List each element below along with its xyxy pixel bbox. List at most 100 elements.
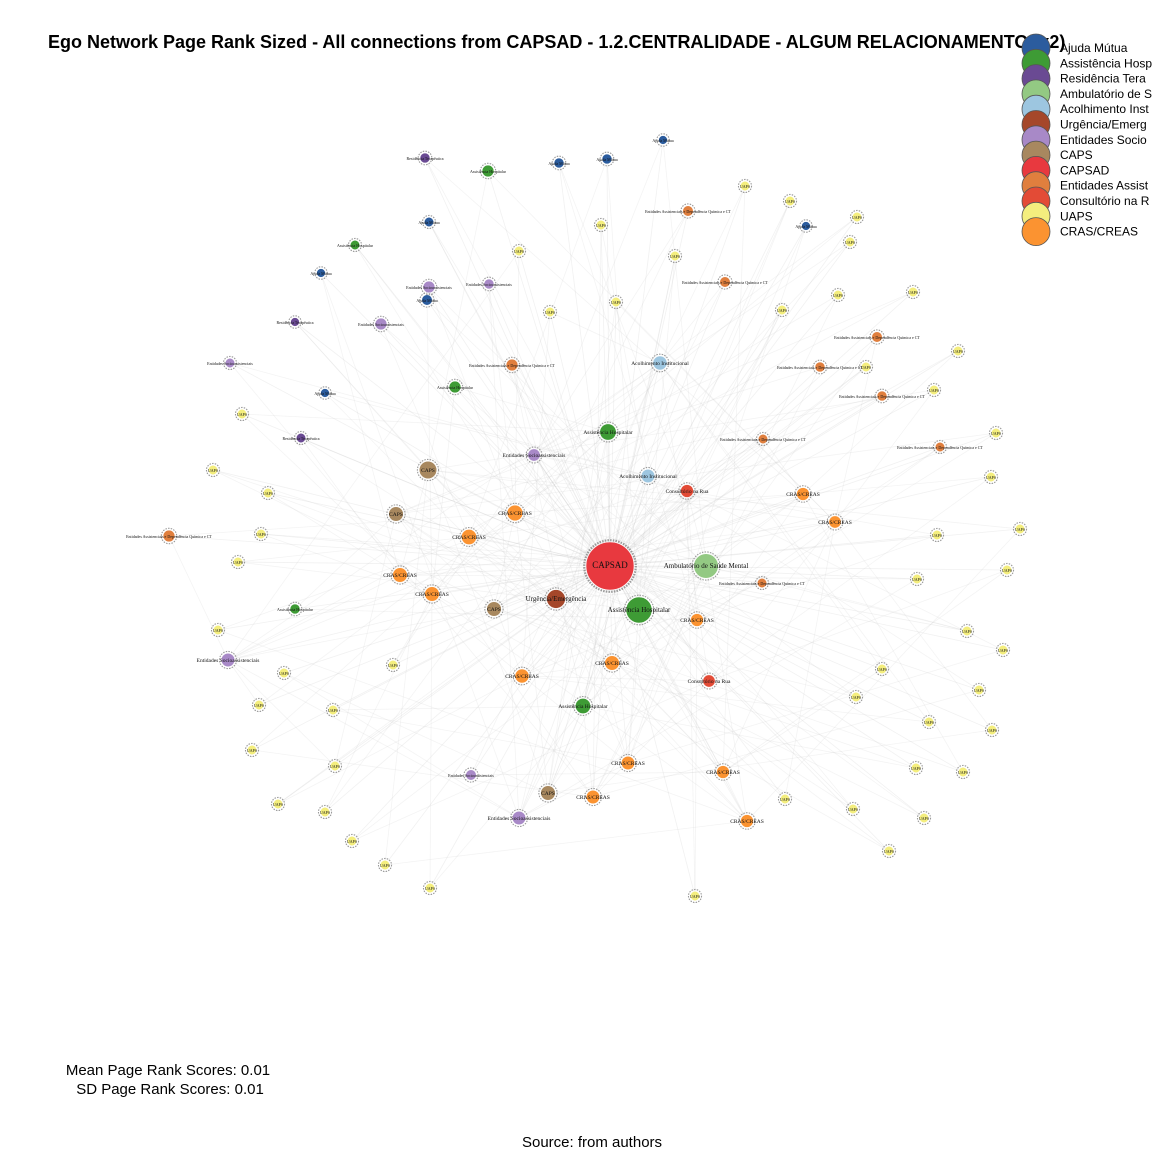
node-111[interactable]: UAPS: [687, 888, 703, 904]
node-93[interactable]: UAPS: [251, 697, 267, 713]
node-9[interactable]: Consultório na Rua: [688, 672, 731, 690]
node-64[interactable]: UAPS: [511, 243, 527, 259]
node-1[interactable]: Ambulatório de Saúde Mental: [664, 551, 749, 581]
node-2[interactable]: Assistência Hospitalar: [608, 594, 671, 626]
node-91[interactable]: UAPS: [276, 665, 292, 681]
node-55[interactable]: Ajuda Mútua: [418, 214, 440, 230]
node-35[interactable]: Entidades Assistenciais e Dependência Qu…: [126, 527, 212, 545]
node-51[interactable]: Residência Terapêutica: [276, 315, 314, 329]
node-89[interactable]: UAPS: [385, 657, 401, 673]
node-47[interactable]: Assistência Hospitalar: [277, 601, 314, 617]
node-99[interactable]: UAPS: [327, 758, 343, 774]
node-102[interactable]: UAPS: [270, 796, 286, 812]
node-75[interactable]: UAPS: [234, 406, 250, 422]
node-100[interactable]: UAPS: [908, 760, 924, 776]
node-98[interactable]: UAPS: [244, 742, 260, 758]
node-101[interactable]: UAPS: [955, 764, 971, 780]
node-104[interactable]: UAPS: [317, 804, 333, 820]
node-30[interactable]: Entidades Socioassistenciais: [488, 808, 551, 828]
node-27[interactable]: Entidades Socioassistenciais: [197, 650, 260, 670]
node-45[interactable]: Assistência Hospitalar: [470, 162, 507, 180]
node-90[interactable]: UAPS: [874, 661, 890, 677]
node-73[interactable]: UAPS: [858, 359, 874, 375]
node-48[interactable]: Assistência Hospitalar: [337, 237, 374, 253]
node-46[interactable]: Assistência Hospitalar: [437, 378, 474, 396]
node-66[interactable]: UAPS: [842, 234, 858, 250]
node-53[interactable]: Ajuda Mútua: [548, 155, 570, 171]
node-85[interactable]: UAPS: [909, 571, 925, 587]
node-36[interactable]: Entidades Assistenciais e Dependência Qu…: [469, 356, 555, 374]
node-40[interactable]: Entidades Assistenciais e Dependência Qu…: [777, 359, 863, 375]
node-60[interactable]: UAPS: [849, 209, 865, 225]
node-6[interactable]: Acolhimento Institucional: [631, 353, 689, 373]
node-3[interactable]: Urgência/Emergência: [526, 587, 588, 611]
node-15[interactable]: CRAS/CREAS: [452, 527, 486, 547]
node-20[interactable]: CRAS/CREAS: [576, 787, 610, 807]
node-74[interactable]: UAPS: [926, 382, 942, 398]
node-96[interactable]: UAPS: [921, 714, 937, 730]
node-29[interactable]: Entidades Socioassistenciais: [406, 278, 452, 296]
node-95[interactable]: UAPS: [848, 689, 864, 705]
node-88[interactable]: UAPS: [995, 642, 1011, 658]
node-13[interactable]: CAPS: [538, 783, 558, 803]
node-8[interactable]: Consultório na Rua: [666, 482, 709, 500]
node-14[interactable]: CRAS/CREAS: [498, 502, 532, 524]
node-37[interactable]: Entidades Assistenciais e Dependência Qu…: [645, 203, 731, 219]
node-83[interactable]: UAPS: [230, 554, 246, 570]
node-0[interactable]: CAPSAD: [583, 539, 637, 593]
node-61[interactable]: UAPS: [737, 178, 753, 194]
node-109[interactable]: UAPS: [377, 857, 393, 873]
node-80[interactable]: UAPS: [1012, 521, 1028, 537]
node-57[interactable]: Ajuda Mútua: [314, 386, 336, 400]
node-62[interactable]: UAPS: [782, 193, 798, 209]
node-32[interactable]: Entidades Socioassistenciais: [448, 767, 494, 783]
node-23[interactable]: CRAS/CREAS: [730, 812, 764, 830]
node-71[interactable]: UAPS: [774, 302, 790, 318]
node-11[interactable]: CAPS: [386, 504, 406, 524]
node-82[interactable]: UAPS: [929, 527, 945, 543]
node-69[interactable]: UAPS: [830, 287, 846, 303]
node-18[interactable]: CRAS/CREAS: [595, 653, 629, 673]
node-24[interactable]: CRAS/CREAS: [680, 611, 714, 629]
node-43[interactable]: Entidades Assistenciais e Dependência Qu…: [720, 431, 806, 447]
node-108[interactable]: UAPS: [881, 843, 897, 859]
node-19[interactable]: CRAS/CREAS: [505, 666, 539, 686]
node-12[interactable]: CAPS: [484, 599, 504, 619]
node-65[interactable]: UAPS: [667, 248, 683, 264]
node-72[interactable]: UAPS: [950, 343, 966, 359]
node-106[interactable]: UAPS: [916, 810, 932, 826]
node-25[interactable]: CRAS/CREAS: [786, 485, 820, 503]
node-107[interactable]: UAPS: [344, 833, 360, 849]
node-17[interactable]: CRAS/CREAS: [415, 584, 449, 604]
node-5[interactable]: Assistência Hospitalar: [558, 696, 608, 716]
node-58[interactable]: Ajuda Mútua: [652, 133, 674, 147]
node-63[interactable]: UAPS: [593, 217, 609, 233]
node-76[interactable]: UAPS: [988, 425, 1004, 441]
node-84[interactable]: UAPS: [999, 562, 1015, 578]
node-87[interactable]: UAPS: [959, 623, 975, 639]
node-86[interactable]: UAPS: [210, 622, 226, 638]
node-34[interactable]: Entidades Socioassistenciais: [207, 355, 253, 371]
node-67[interactable]: UAPS: [542, 304, 558, 320]
node-31[interactable]: Entidades Socioassistenciais: [358, 315, 404, 333]
node-97[interactable]: UAPS: [984, 722, 1000, 738]
node-94[interactable]: UAPS: [325, 702, 341, 718]
node-81[interactable]: UAPS: [253, 526, 269, 542]
node-79[interactable]: UAPS: [260, 485, 276, 501]
node-44[interactable]: Entidades Assistenciais e Dependência Qu…: [719, 575, 805, 591]
node-38[interactable]: Entidades Assistenciais e Dependência Qu…: [682, 274, 768, 290]
node-49[interactable]: Residência Terapêutica: [406, 150, 444, 166]
node-92[interactable]: UAPS: [971, 682, 987, 698]
node-10[interactable]: CAPS: [416, 458, 440, 482]
node-4[interactable]: Assistência Hospitalar: [583, 421, 633, 443]
node-110[interactable]: UAPS: [422, 880, 438, 896]
node-42[interactable]: Entidades Assistenciais e Dependência Qu…: [897, 439, 983, 455]
node-28[interactable]: Entidades Socioassistenciais: [503, 446, 566, 464]
node-56[interactable]: Ajuda Mútua: [310, 266, 332, 280]
node-21[interactable]: CRAS/CREAS: [611, 753, 645, 773]
node-54[interactable]: Ajuda Mútua: [596, 151, 618, 167]
node-78[interactable]: UAPS: [983, 469, 999, 485]
node-22[interactable]: CRAS/CREAS: [706, 763, 740, 781]
node-7[interactable]: Acolhimento Institucional: [619, 466, 677, 486]
node-33[interactable]: Entidades Socioassistenciais: [466, 276, 512, 292]
